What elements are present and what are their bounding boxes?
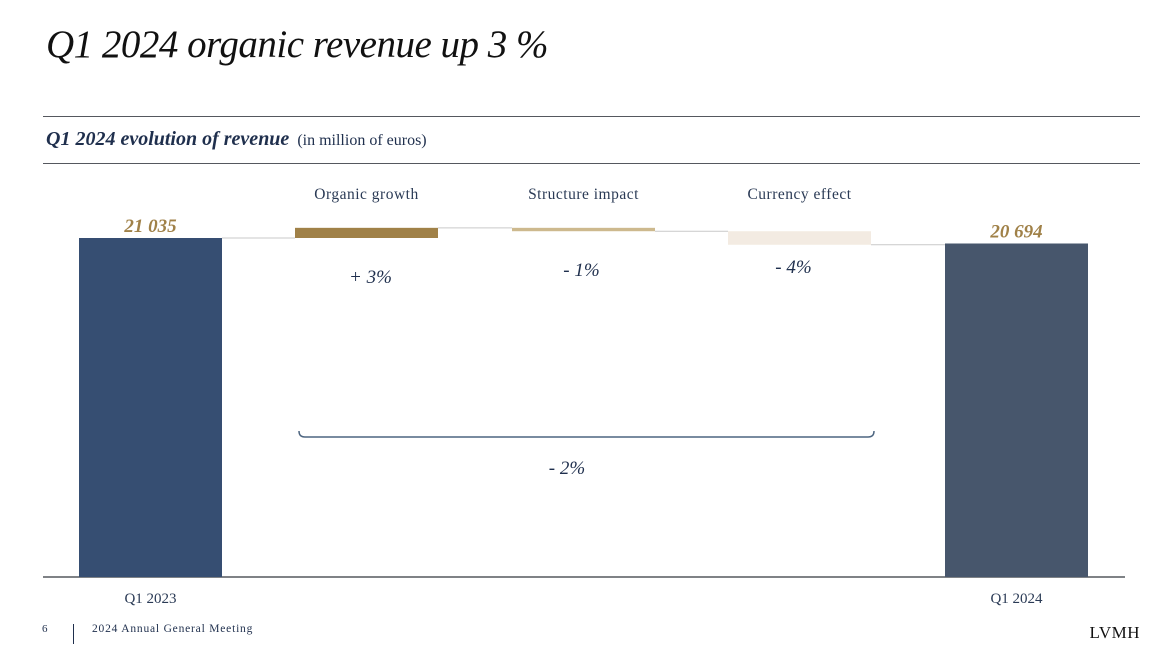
subtitle-unit: (in million of euros) xyxy=(297,132,427,149)
total-change-bracket xyxy=(298,430,875,438)
lvmh-logo: LVMH xyxy=(1089,623,1140,642)
bar-currency-effect xyxy=(728,231,871,245)
value-label-q1-2023: 21 035 xyxy=(123,216,177,237)
bar-structure-impact xyxy=(512,227,655,232)
footer-separator xyxy=(73,624,74,644)
bar-q1-2023 xyxy=(79,238,222,577)
value-label-q1-2024: 20 694 xyxy=(989,221,1042,242)
step-label-structure-impact: Structure impact xyxy=(528,186,639,203)
chart-subtitle: Q1 2024 evolution of revenue (in million… xyxy=(46,128,427,151)
step-pct-currency-effect: - 4% xyxy=(775,257,811,278)
page-title: Q1 2024 organic revenue up 3 % xyxy=(46,23,549,66)
event-name: 2024 Annual General Meeting xyxy=(92,623,254,635)
subtitle-main: Q1 2024 evolution of revenue xyxy=(46,128,290,150)
page-number: 6 xyxy=(42,623,48,635)
step-label-organic-growth: Organic growth xyxy=(314,186,418,203)
bar-q1-2024 xyxy=(945,243,1088,578)
tick-label-q1-2024: Q1 2024 xyxy=(990,591,1043,607)
waterfall-chart: 21 035 Q1 2023 Organic growth + 3% Structure… xyxy=(43,186,1125,607)
bar-organic-growth xyxy=(295,227,438,238)
step-pct-organic-growth: + 3% xyxy=(349,267,392,288)
subtitle-divider xyxy=(43,163,1140,164)
tick-label-q1-2023: Q1 2023 xyxy=(124,591,176,607)
top-divider xyxy=(43,116,1140,117)
step-pct-structure-impact: - 1% xyxy=(563,260,599,281)
total-change-label: - 2% xyxy=(549,458,585,479)
step-label-currency-effect: Currency effect xyxy=(747,186,851,203)
